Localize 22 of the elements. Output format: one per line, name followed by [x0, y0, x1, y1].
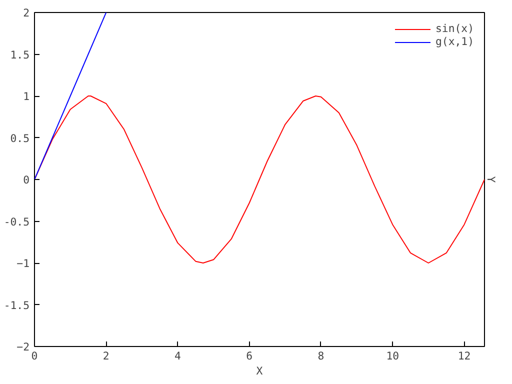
x-tick-label: 6 [246, 350, 253, 362]
x-tick-label: 10 [386, 350, 400, 362]
y-axis-title: Y [484, 176, 498, 184]
y-tick-label: 2 [23, 6, 30, 20]
x-tick-label: 0 [31, 350, 38, 362]
y-tick-label: 1.5 [10, 48, 30, 62]
x-tick-label: 4 [174, 350, 181, 362]
y-tick-label: 1 [23, 90, 30, 103]
x-tick-label: 8 [318, 350, 324, 362]
line-series [34, 12, 107, 180]
line-series [34, 96, 484, 264]
y-tick-label: 0 [23, 174, 30, 186]
y-tick-label: -1.5 [4, 298, 30, 312]
x-tick-label: 12 [458, 350, 471, 362]
y-tick-label: -0.5 [4, 215, 30, 228]
legend-label: g(x,1) [436, 35, 474, 48]
y-tick-label: −1 [16, 257, 30, 270]
legend-label: sin(x) [436, 22, 474, 35]
y-tick-label: −2 [16, 340, 30, 354]
x-tick-label: 2 [102, 350, 110, 362]
x-axis-title: X [256, 364, 264, 378]
y-tick-label: 0.5 [10, 132, 30, 145]
